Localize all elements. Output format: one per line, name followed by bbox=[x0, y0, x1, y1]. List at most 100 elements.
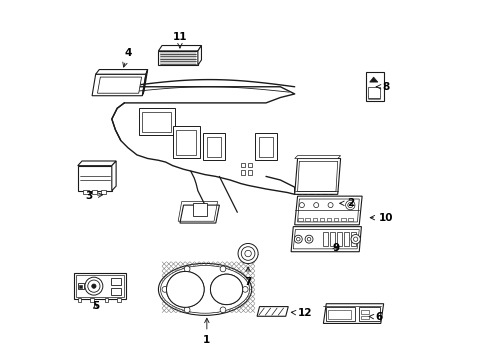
Bar bbox=[79, 285, 82, 288]
Bar bbox=[90, 298, 94, 302]
Circle shape bbox=[241, 247, 254, 260]
Bar bbox=[348, 219, 352, 221]
Bar bbox=[305, 219, 309, 221]
Circle shape bbox=[162, 287, 167, 292]
Text: 11: 11 bbox=[172, 32, 187, 48]
Bar bbox=[341, 219, 345, 221]
Polygon shape bbox=[92, 74, 145, 96]
Polygon shape bbox=[142, 69, 147, 96]
Polygon shape bbox=[97, 77, 142, 93]
Bar bbox=[111, 288, 121, 296]
Bar bbox=[74, 273, 126, 299]
Circle shape bbox=[238, 243, 258, 264]
Bar bbox=[336, 232, 341, 246]
Text: 8: 8 bbox=[376, 82, 389, 92]
Circle shape bbox=[305, 235, 312, 243]
Circle shape bbox=[327, 203, 332, 208]
Bar bbox=[241, 163, 244, 167]
Bar bbox=[117, 298, 121, 302]
Bar bbox=[323, 232, 328, 246]
Polygon shape bbox=[294, 158, 340, 194]
Circle shape bbox=[353, 237, 357, 241]
Circle shape bbox=[220, 266, 225, 272]
Polygon shape bbox=[180, 205, 219, 223]
Polygon shape bbox=[112, 161, 116, 191]
Bar bbox=[111, 278, 121, 285]
Bar bbox=[327, 310, 351, 319]
Text: 6: 6 bbox=[368, 312, 382, 322]
Bar bbox=[343, 232, 348, 246]
Ellipse shape bbox=[158, 264, 251, 315]
Bar bbox=[359, 307, 379, 321]
Bar bbox=[139, 108, 174, 135]
Text: 12: 12 bbox=[291, 309, 312, 318]
Circle shape bbox=[350, 234, 360, 244]
Bar bbox=[366, 72, 383, 101]
Polygon shape bbox=[257, 307, 287, 316]
Polygon shape bbox=[158, 45, 201, 51]
Text: 3: 3 bbox=[85, 191, 102, 201]
Bar bbox=[92, 190, 97, 194]
Polygon shape bbox=[290, 226, 361, 252]
Bar bbox=[83, 190, 88, 194]
Bar bbox=[255, 134, 276, 160]
Circle shape bbox=[347, 203, 352, 208]
Bar bbox=[78, 298, 81, 302]
Bar bbox=[326, 219, 330, 221]
Ellipse shape bbox=[160, 266, 249, 313]
Bar bbox=[78, 283, 84, 289]
Polygon shape bbox=[78, 166, 112, 191]
Circle shape bbox=[220, 307, 225, 313]
Bar bbox=[142, 112, 171, 132]
Circle shape bbox=[294, 235, 302, 243]
Bar bbox=[361, 310, 368, 314]
Circle shape bbox=[92, 284, 96, 288]
Bar bbox=[319, 219, 324, 221]
Ellipse shape bbox=[210, 274, 242, 305]
Ellipse shape bbox=[166, 271, 203, 307]
Polygon shape bbox=[198, 45, 201, 65]
Text: 9: 9 bbox=[332, 243, 339, 253]
Bar bbox=[333, 219, 338, 221]
Ellipse shape bbox=[166, 271, 203, 307]
Bar bbox=[367, 87, 379, 98]
Circle shape bbox=[313, 203, 318, 208]
Polygon shape bbox=[96, 69, 147, 74]
Text: 1: 1 bbox=[203, 318, 210, 345]
Bar bbox=[350, 232, 355, 246]
Circle shape bbox=[306, 237, 310, 241]
Bar bbox=[298, 219, 302, 221]
Circle shape bbox=[299, 203, 304, 208]
Polygon shape bbox=[158, 51, 198, 65]
Bar bbox=[361, 316, 368, 319]
Polygon shape bbox=[294, 156, 340, 158]
Circle shape bbox=[244, 250, 251, 257]
Bar bbox=[76, 275, 124, 297]
Text: 7: 7 bbox=[244, 267, 251, 287]
Bar bbox=[325, 307, 354, 320]
Polygon shape bbox=[323, 304, 383, 323]
Text: 2: 2 bbox=[339, 198, 353, 208]
Polygon shape bbox=[78, 161, 116, 166]
Ellipse shape bbox=[210, 274, 242, 305]
Bar bbox=[206, 137, 221, 157]
Circle shape bbox=[85, 277, 102, 295]
Bar bbox=[101, 190, 106, 194]
Bar bbox=[172, 126, 199, 158]
Circle shape bbox=[345, 201, 354, 210]
Polygon shape bbox=[294, 196, 362, 225]
Bar bbox=[247, 170, 252, 175]
Circle shape bbox=[184, 307, 190, 313]
Bar bbox=[329, 232, 335, 246]
Bar bbox=[241, 170, 244, 175]
Bar bbox=[312, 219, 316, 221]
Circle shape bbox=[184, 266, 190, 272]
Text: 10: 10 bbox=[369, 213, 393, 222]
Bar bbox=[192, 203, 206, 216]
Text: 4: 4 bbox=[122, 48, 131, 67]
Text: 5: 5 bbox=[92, 301, 99, 311]
Bar bbox=[203, 134, 224, 160]
Polygon shape bbox=[369, 77, 377, 82]
Bar bbox=[258, 137, 273, 157]
Bar bbox=[176, 130, 196, 155]
